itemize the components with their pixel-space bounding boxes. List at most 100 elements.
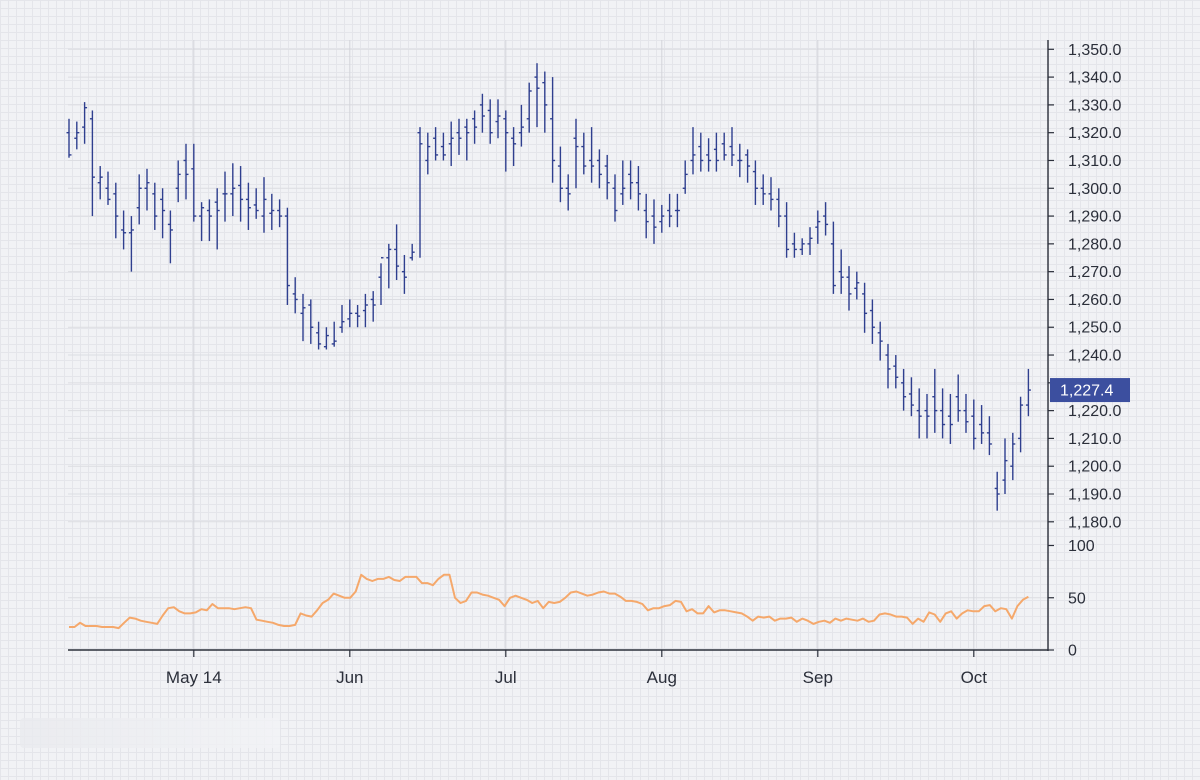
ohlc-bar [862,282,868,333]
ohlc-bar [144,168,150,211]
ohlc-bar [362,293,368,328]
ohlc-bar [292,277,298,314]
ohlc-bar [503,110,509,172]
ohlc-bar [277,199,283,228]
ohlc-bar [495,99,501,139]
rsi-line [69,573,1029,630]
price-tick-label: 1,210.0 [1068,431,1121,448]
time-tick-label: Jul [495,668,517,687]
ohlc-bar [386,243,392,289]
ohlc-bar [230,163,236,217]
ohlc-bar [479,93,485,133]
ohlc-bar [713,132,719,172]
ohlc-bar [986,416,992,456]
ohlc-bar [214,188,220,250]
ohlc-bar [331,321,337,347]
ohlc-bar [604,154,610,200]
ohlc-bar [635,166,641,211]
footer-bar [20,718,280,748]
ohlc-bar [776,188,782,228]
ohlc-bar [222,171,228,222]
ohlc-bar [893,355,899,389]
ohlc-bar [908,377,914,417]
price-tick-label: 1,240.0 [1068,348,1121,365]
ohlc-bar [846,266,852,311]
time-tick-label: May 14 [166,668,222,687]
ohlc-bar [823,202,829,236]
price-tick-label: 1,340.0 [1068,70,1121,87]
ohlc-bar [417,127,423,258]
ohlc-bar [191,143,197,222]
ohlc-bar [534,63,540,128]
ohlc-bar [238,166,244,222]
ohlc-bar [401,254,407,294]
ohlc-bar [698,132,704,172]
ohlc-bar [128,216,134,272]
ohlc-bar [659,204,665,233]
ohlc-bar [885,343,891,389]
ohlc-bar [183,143,189,200]
ohlc-bar [113,182,119,239]
price-tick-label: 1,270.0 [1068,264,1121,281]
ohlc-bar [815,210,821,244]
ohlc-bar [472,110,478,144]
ohlc-bar [752,160,758,205]
ohlc-bar [651,199,657,244]
ohlc-bar [526,82,532,133]
price-tick-label: 1,300.0 [1068,181,1121,198]
ohlc-bar [940,388,946,439]
ohlc-bar [339,305,345,333]
ohlc-bar [760,174,766,205]
ohlc-bar [620,160,626,205]
ohlc-bar [199,202,205,242]
price-tick-label: 1,180.0 [1068,514,1121,531]
ohlc-bar [854,271,860,300]
rsi-tick-label: 0 [1068,643,1077,660]
last-price-label: 1,227.4 [1060,383,1113,400]
ohlc-bar [316,321,322,350]
ohlc-bar [628,160,634,200]
ohlc-bar [838,249,844,294]
chart-grid [68,40,1048,650]
ohlc-bar [643,193,649,239]
ohlc-bar [97,166,103,200]
ohlc-bar [971,399,977,450]
ohlc-bar [947,393,953,444]
ohlc-bar [994,471,1000,511]
ohlc-bar [89,110,95,217]
ohlc-bar [799,238,805,255]
ohlc-bar [916,388,922,439]
ohlc-bar [456,118,462,155]
ohlc-bar [573,118,579,189]
ohlc-bar [612,174,618,222]
ohlc-bar [674,193,680,228]
ohlc-bar [979,405,985,444]
price-tick-label: 1,260.0 [1068,292,1121,309]
ohlc-bars [66,63,1031,511]
ohlc-bar [901,368,907,411]
ohlc-bar [269,193,275,230]
ohlc-bar [518,104,524,147]
time-tick-label: Sep [803,668,833,687]
ohlc-bar [729,127,735,167]
ohlc-bar [1025,368,1031,417]
ohlc-bar [206,199,212,242]
ohlc-bar [152,182,158,230]
ohlc-bar [355,305,361,328]
ohlc-bar [682,160,688,194]
ohlc-bar [105,171,111,205]
ohlc-bar [581,132,587,175]
price-axis: 1,350.0 1,340.0 1,330.0 1,320.0 1,310.0 1,300… [1048,42,1121,531]
ohlc-bar [667,193,673,228]
time-tick-label: Aug [647,668,677,687]
ohlc-bar [245,182,251,230]
price-tick-label: 1,350.0 [1068,42,1121,59]
ohlc-bar [175,160,181,203]
ohlc-bar [511,127,517,167]
ohlc-bar [690,127,696,175]
ohlc-bar [433,127,439,161]
ohlc-bar [542,71,548,133]
ohlc-bar [74,121,80,150]
ohlc-bar [924,393,930,439]
